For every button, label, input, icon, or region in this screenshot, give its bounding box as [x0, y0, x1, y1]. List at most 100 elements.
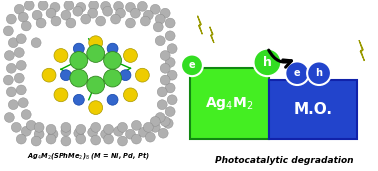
- Circle shape: [61, 126, 71, 136]
- Circle shape: [157, 100, 167, 110]
- Circle shape: [61, 10, 71, 20]
- Circle shape: [89, 0, 99, 10]
- Circle shape: [76, 124, 86, 134]
- Circle shape: [165, 57, 175, 67]
- Circle shape: [74, 128, 84, 138]
- Circle shape: [5, 51, 14, 60]
- Circle shape: [50, 2, 60, 12]
- Circle shape: [167, 95, 177, 105]
- Circle shape: [70, 69, 88, 87]
- Circle shape: [16, 60, 26, 70]
- Circle shape: [124, 88, 137, 102]
- Circle shape: [21, 110, 31, 119]
- Circle shape: [150, 122, 160, 132]
- Circle shape: [155, 14, 165, 24]
- Circle shape: [73, 6, 83, 16]
- Circle shape: [16, 85, 26, 95]
- Circle shape: [104, 52, 121, 69]
- Circle shape: [158, 128, 168, 138]
- Bar: [2, 1, 178, 144]
- Circle shape: [34, 129, 44, 139]
- Circle shape: [150, 4, 160, 14]
- Circle shape: [61, 122, 71, 132]
- Circle shape: [14, 4, 24, 14]
- Circle shape: [6, 14, 16, 24]
- Polygon shape: [359, 40, 364, 61]
- Circle shape: [130, 8, 140, 18]
- Circle shape: [5, 113, 14, 122]
- Circle shape: [87, 76, 105, 94]
- Circle shape: [157, 87, 167, 97]
- Circle shape: [21, 126, 31, 136]
- Circle shape: [104, 134, 113, 144]
- Circle shape: [3, 26, 13, 36]
- Circle shape: [73, 43, 84, 54]
- Circle shape: [165, 18, 175, 28]
- Circle shape: [54, 88, 68, 102]
- Circle shape: [137, 1, 147, 11]
- Circle shape: [145, 132, 155, 142]
- Circle shape: [113, 1, 124, 11]
- Circle shape: [21, 21, 31, 31]
- Circle shape: [3, 75, 13, 85]
- Circle shape: [160, 63, 170, 73]
- Circle shape: [38, 0, 48, 10]
- Circle shape: [66, 18, 76, 28]
- Circle shape: [165, 31, 175, 41]
- Circle shape: [167, 70, 177, 80]
- Circle shape: [111, 14, 121, 24]
- Circle shape: [87, 45, 105, 62]
- Circle shape: [167, 44, 177, 54]
- Circle shape: [51, 16, 61, 26]
- Circle shape: [16, 134, 26, 144]
- Circle shape: [18, 12, 28, 22]
- Circle shape: [96, 16, 105, 26]
- Text: e: e: [189, 60, 195, 70]
- Circle shape: [107, 43, 118, 54]
- Circle shape: [14, 73, 24, 83]
- Circle shape: [46, 124, 56, 134]
- Circle shape: [64, 0, 74, 10]
- Circle shape: [150, 116, 160, 126]
- Circle shape: [254, 49, 281, 76]
- Circle shape: [31, 136, 41, 146]
- Circle shape: [103, 6, 113, 16]
- Circle shape: [118, 136, 127, 146]
- Text: h: h: [316, 68, 322, 78]
- Polygon shape: [210, 27, 214, 43]
- Circle shape: [104, 69, 121, 87]
- Circle shape: [42, 68, 56, 82]
- Text: Photocatalytic degradation: Photocatalytic degradation: [215, 156, 353, 165]
- FancyArrowPatch shape: [269, 50, 291, 67]
- Circle shape: [14, 48, 24, 57]
- Circle shape: [153, 22, 163, 32]
- Circle shape: [8, 38, 18, 48]
- Circle shape: [113, 126, 124, 136]
- Circle shape: [138, 127, 148, 137]
- Circle shape: [36, 18, 46, 28]
- Circle shape: [160, 51, 170, 60]
- Circle shape: [155, 36, 165, 46]
- Circle shape: [81, 14, 91, 24]
- Circle shape: [46, 134, 56, 144]
- Circle shape: [88, 8, 98, 18]
- Circle shape: [26, 120, 36, 130]
- Circle shape: [285, 61, 309, 85]
- Circle shape: [118, 122, 127, 132]
- Circle shape: [307, 61, 331, 85]
- Circle shape: [125, 129, 135, 139]
- Bar: [190, 68, 270, 139]
- Text: Ag$_4$M$_2$(SPhMe$_2$)$_8$ (M = Ni, Pd, Pt): Ag$_4$M$_2$(SPhMe$_2$)$_8$ (M = Ni, Pd, …: [27, 150, 150, 161]
- Circle shape: [160, 75, 170, 85]
- Circle shape: [140, 16, 150, 26]
- Bar: [270, 80, 357, 139]
- Circle shape: [24, 0, 34, 10]
- Circle shape: [91, 122, 101, 132]
- Circle shape: [32, 10, 42, 20]
- Circle shape: [76, 134, 86, 144]
- Text: Ag$_4$M$_2$: Ag$_4$M$_2$: [205, 95, 254, 112]
- Circle shape: [89, 36, 103, 50]
- Circle shape: [124, 49, 137, 62]
- Circle shape: [132, 134, 141, 144]
- Circle shape: [101, 1, 111, 11]
